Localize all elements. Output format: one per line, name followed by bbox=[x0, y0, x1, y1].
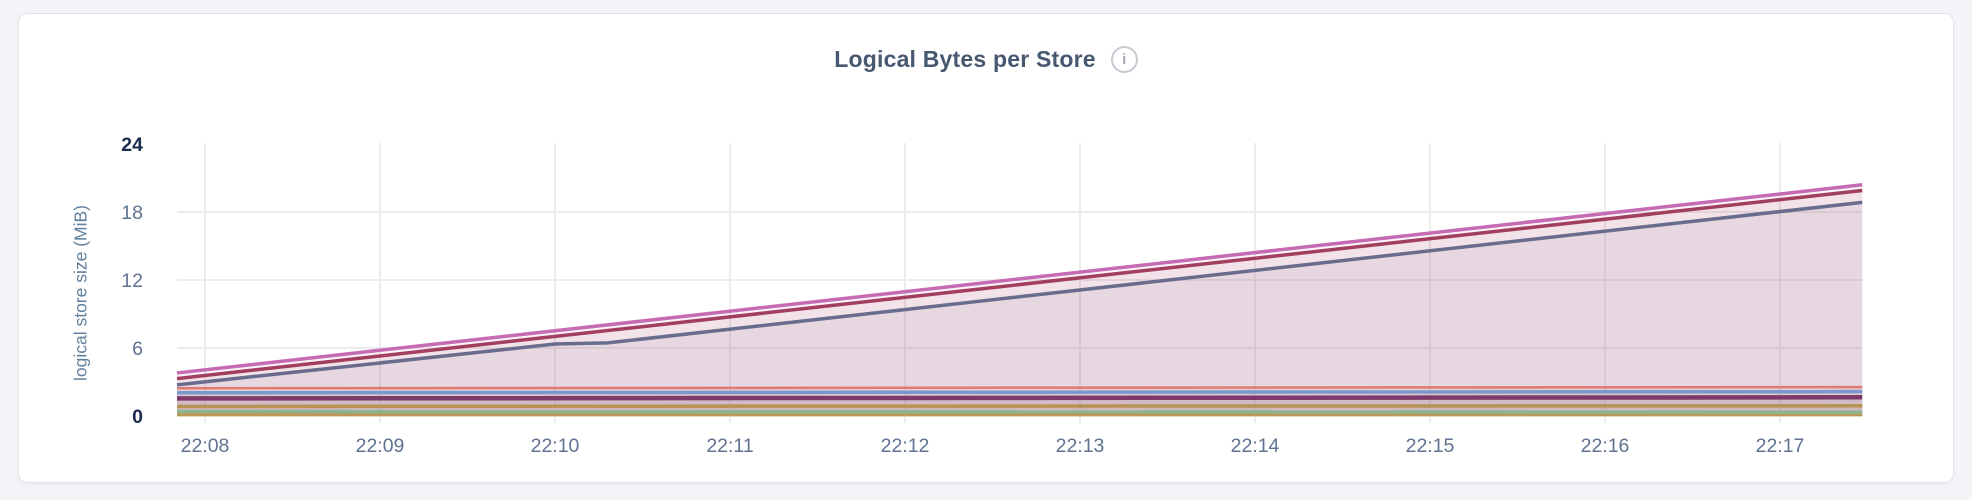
x-tick-label: 22:08 bbox=[181, 435, 230, 457]
x-tick-label: 22:09 bbox=[356, 435, 405, 457]
x-tick-label: 22:17 bbox=[1756, 435, 1805, 457]
x-tick-label: 22:11 bbox=[706, 435, 753, 457]
x-tick-label: 22:16 bbox=[1581, 435, 1630, 457]
info-icon[interactable]: i bbox=[1110, 46, 1138, 73]
x-tick-label: 22:15 bbox=[1406, 435, 1455, 457]
y-tick-label: 24 bbox=[121, 134, 143, 156]
series-7-line bbox=[176, 404, 1863, 409]
series-2-area bbox=[177, 190, 1863, 416]
series-4-area bbox=[177, 387, 1863, 416]
series-8-line bbox=[176, 409, 1863, 415]
series-1-area bbox=[177, 184, 1863, 416]
chart-title: Logical Bytes per Store bbox=[834, 46, 1096, 72]
series-6-line bbox=[176, 395, 1863, 401]
series-2-line bbox=[176, 188, 1863, 381]
chart-header: Logical Bytes per Store i bbox=[19, 46, 1953, 73]
series-3-line bbox=[176, 200, 1863, 387]
y-tick-label: 6 bbox=[132, 338, 143, 360]
series-5-line bbox=[176, 389, 1863, 395]
x-tick-label: 22:10 bbox=[531, 435, 580, 457]
y-tick-label: 18 bbox=[121, 202, 143, 224]
x-tick-label: 22:14 bbox=[1231, 435, 1280, 457]
series-4-line bbox=[176, 385, 1863, 390]
series-3-area bbox=[177, 202, 1863, 416]
y-tick-label: 0 bbox=[132, 406, 143, 428]
x-tick-label: 22:13 bbox=[1056, 435, 1105, 457]
y-tick-label: 12 bbox=[121, 270, 143, 292]
x-tick-label: 22:12 bbox=[881, 435, 930, 457]
series-1-line bbox=[176, 183, 1863, 375]
